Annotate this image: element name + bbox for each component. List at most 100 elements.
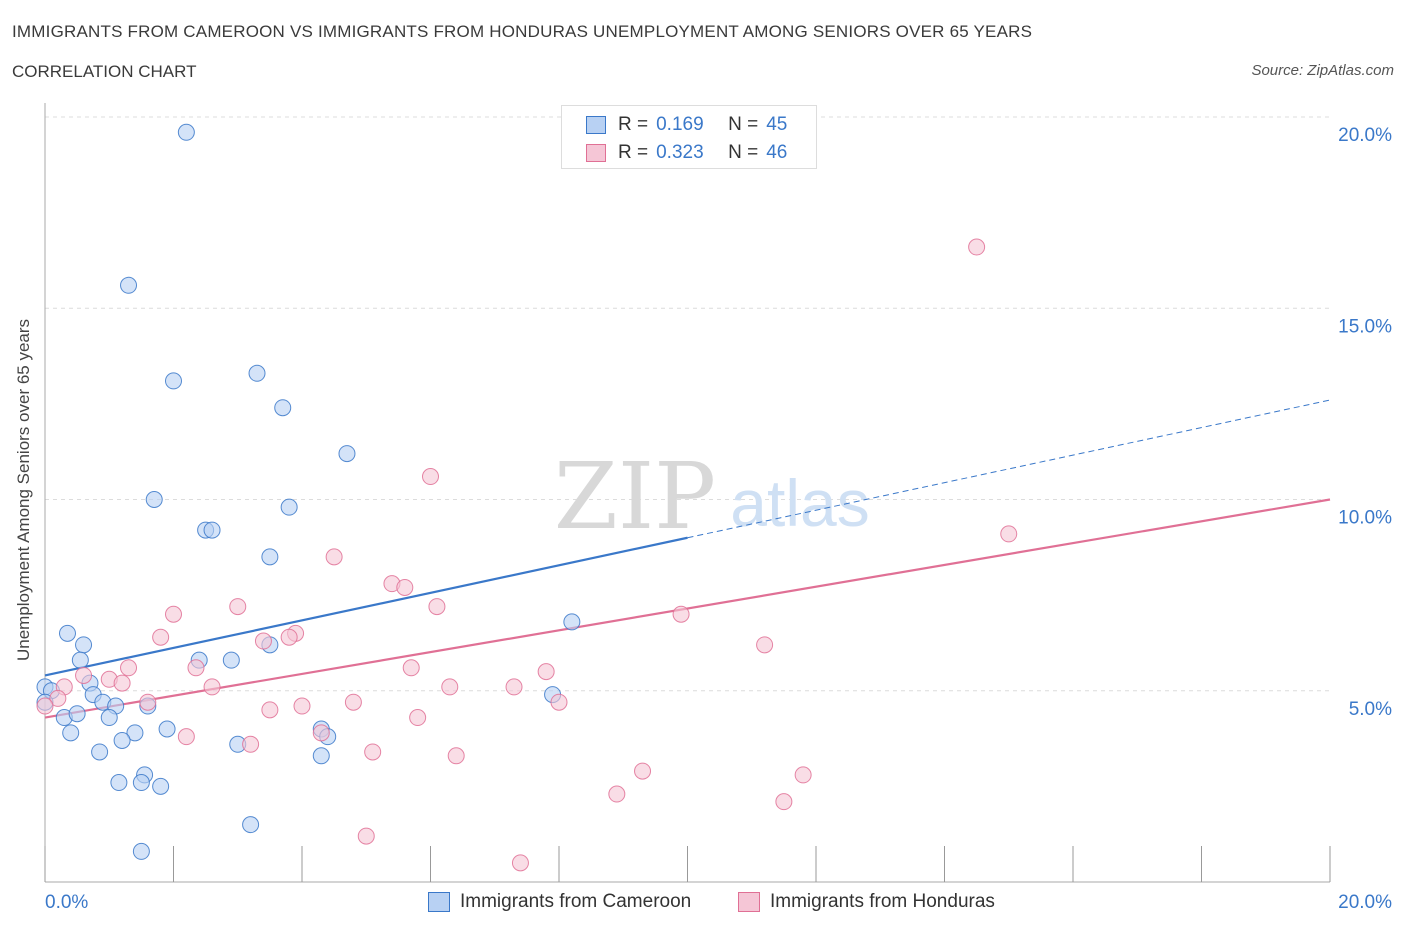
trend-line-cameroon [44, 536, 688, 677]
point-cameroon [563, 613, 581, 631]
watermark-atlas: atlas [730, 466, 869, 540]
point-honduras [177, 728, 195, 746]
point-honduras [608, 785, 626, 803]
watermark-zip: ZIP [554, 443, 716, 550]
point-honduras [242, 735, 260, 753]
point-cameroon [75, 636, 93, 654]
point-honduras [344, 693, 362, 711]
point-cameroon [110, 774, 128, 792]
point-cameroon [91, 743, 109, 761]
chart-title: IMMIGRANTS FROM CAMEROON VS IMMIGRANTS F… [12, 22, 1033, 41]
point-honduras [364, 743, 382, 761]
bottom-legend-swatch-blue [428, 892, 450, 912]
y-tick-label: 20.0% [1338, 125, 1392, 146]
point-cameroon [145, 491, 163, 508]
point-honduras [396, 578, 414, 596]
point-honduras [36, 697, 54, 715]
point-honduras [312, 724, 330, 742]
point-honduras [402, 659, 420, 677]
point-honduras [280, 628, 298, 646]
point-cameroon [312, 747, 330, 765]
point-honduras [325, 548, 343, 566]
point-honduras [187, 659, 205, 677]
point-cameroon [248, 364, 266, 382]
point-honduras [794, 766, 812, 784]
point-cameroon [261, 548, 279, 566]
point-honduras [409, 709, 427, 727]
legend-n-label: N = [728, 114, 759, 135]
point-honduras [511, 854, 529, 872]
data-points [36, 112, 1018, 872]
legend-row-cameroon: R = 0.169 N = 45 [586, 114, 787, 136]
point-cameroon [274, 399, 292, 417]
legend-r-label: R = [618, 114, 649, 135]
point-honduras [165, 605, 182, 623]
source-label: Source: ZipAtlas.com [1251, 62, 1394, 79]
legend-swatch-blue [586, 116, 606, 134]
x-tick-label-max: 20.0% [1338, 892, 1392, 913]
bottom-legend-label: Immigrants from Honduras [770, 891, 995, 912]
point-cameroon [158, 720, 176, 738]
point-honduras [505, 678, 523, 696]
point-cameroon [203, 521, 221, 539]
legend-n-value: 46 [766, 142, 788, 163]
point-honduras [775, 793, 793, 811]
point-honduras [113, 674, 131, 692]
bottom-legend-cameroon: Immigrants from Cameroon [428, 890, 691, 914]
chart-subtitle: CORRELATION CHART [12, 62, 197, 81]
point-honduras [428, 598, 446, 616]
point-honduras [152, 628, 170, 646]
point-cameroon [242, 816, 260, 834]
point-honduras [672, 605, 690, 623]
point-honduras [537, 663, 555, 681]
point-honduras [139, 693, 157, 711]
y-tick-label: 10.0% [1338, 508, 1392, 529]
point-cameroon [113, 731, 131, 749]
point-honduras [447, 747, 465, 765]
point-cameroon [152, 777, 170, 795]
point-cameroon [100, 709, 118, 727]
legend-n-value: 45 [766, 114, 788, 135]
point-cameroon [165, 372, 182, 390]
point-cameroon [280, 498, 298, 516]
point-honduras [357, 827, 375, 845]
y-tick-label: 15.0% [1338, 316, 1392, 337]
point-honduras [968, 238, 986, 256]
legend-r-label: R = [618, 142, 649, 163]
point-honduras [75, 666, 93, 684]
point-cameroon [132, 842, 150, 860]
point-cameroon [126, 724, 144, 742]
point-honduras [229, 598, 247, 616]
point-cameroon [120, 276, 138, 294]
trend-lines [44, 399, 1331, 719]
point-honduras [120, 659, 138, 677]
y-tick-label: 5.0% [1349, 699, 1392, 720]
point-cameroon [132, 774, 150, 792]
point-cameroon [58, 624, 76, 642]
point-cameroon [222, 651, 240, 669]
point-cameroon [68, 705, 86, 723]
axes [44, 103, 1331, 883]
trend-line-honduras [44, 498, 1331, 719]
point-honduras [634, 762, 652, 780]
point-honduras [203, 678, 221, 696]
legend-swatch-pink [586, 144, 606, 162]
legend-n-label: N = [728, 142, 759, 163]
point-cameroon [71, 651, 89, 669]
watermark: ZIP atlas [554, 443, 870, 550]
x-tick-label-min: 0.0% [45, 892, 88, 913]
point-honduras [1000, 525, 1018, 543]
point-honduras [49, 689, 67, 707]
point-honduras [261, 701, 279, 719]
y-axis-label: Unemployment Among Seniors over 65 years [14, 318, 33, 662]
legend-r-value: 0.169 [656, 114, 704, 135]
point-honduras [254, 632, 272, 650]
legend-r-value: 0.323 [656, 142, 704, 163]
legend-row-honduras: R = 0.323 N = 46 [586, 142, 787, 164]
bottom-legend-honduras: Immigrants from Honduras [738, 890, 995, 914]
bottom-legend-swatch-pink [738, 892, 760, 912]
tick-labels: 5.0% 10.0% 15.0% 20.0% 0.0% 20.0% [45, 125, 1392, 913]
point-honduras [422, 468, 439, 486]
point-cameroon [62, 724, 80, 742]
